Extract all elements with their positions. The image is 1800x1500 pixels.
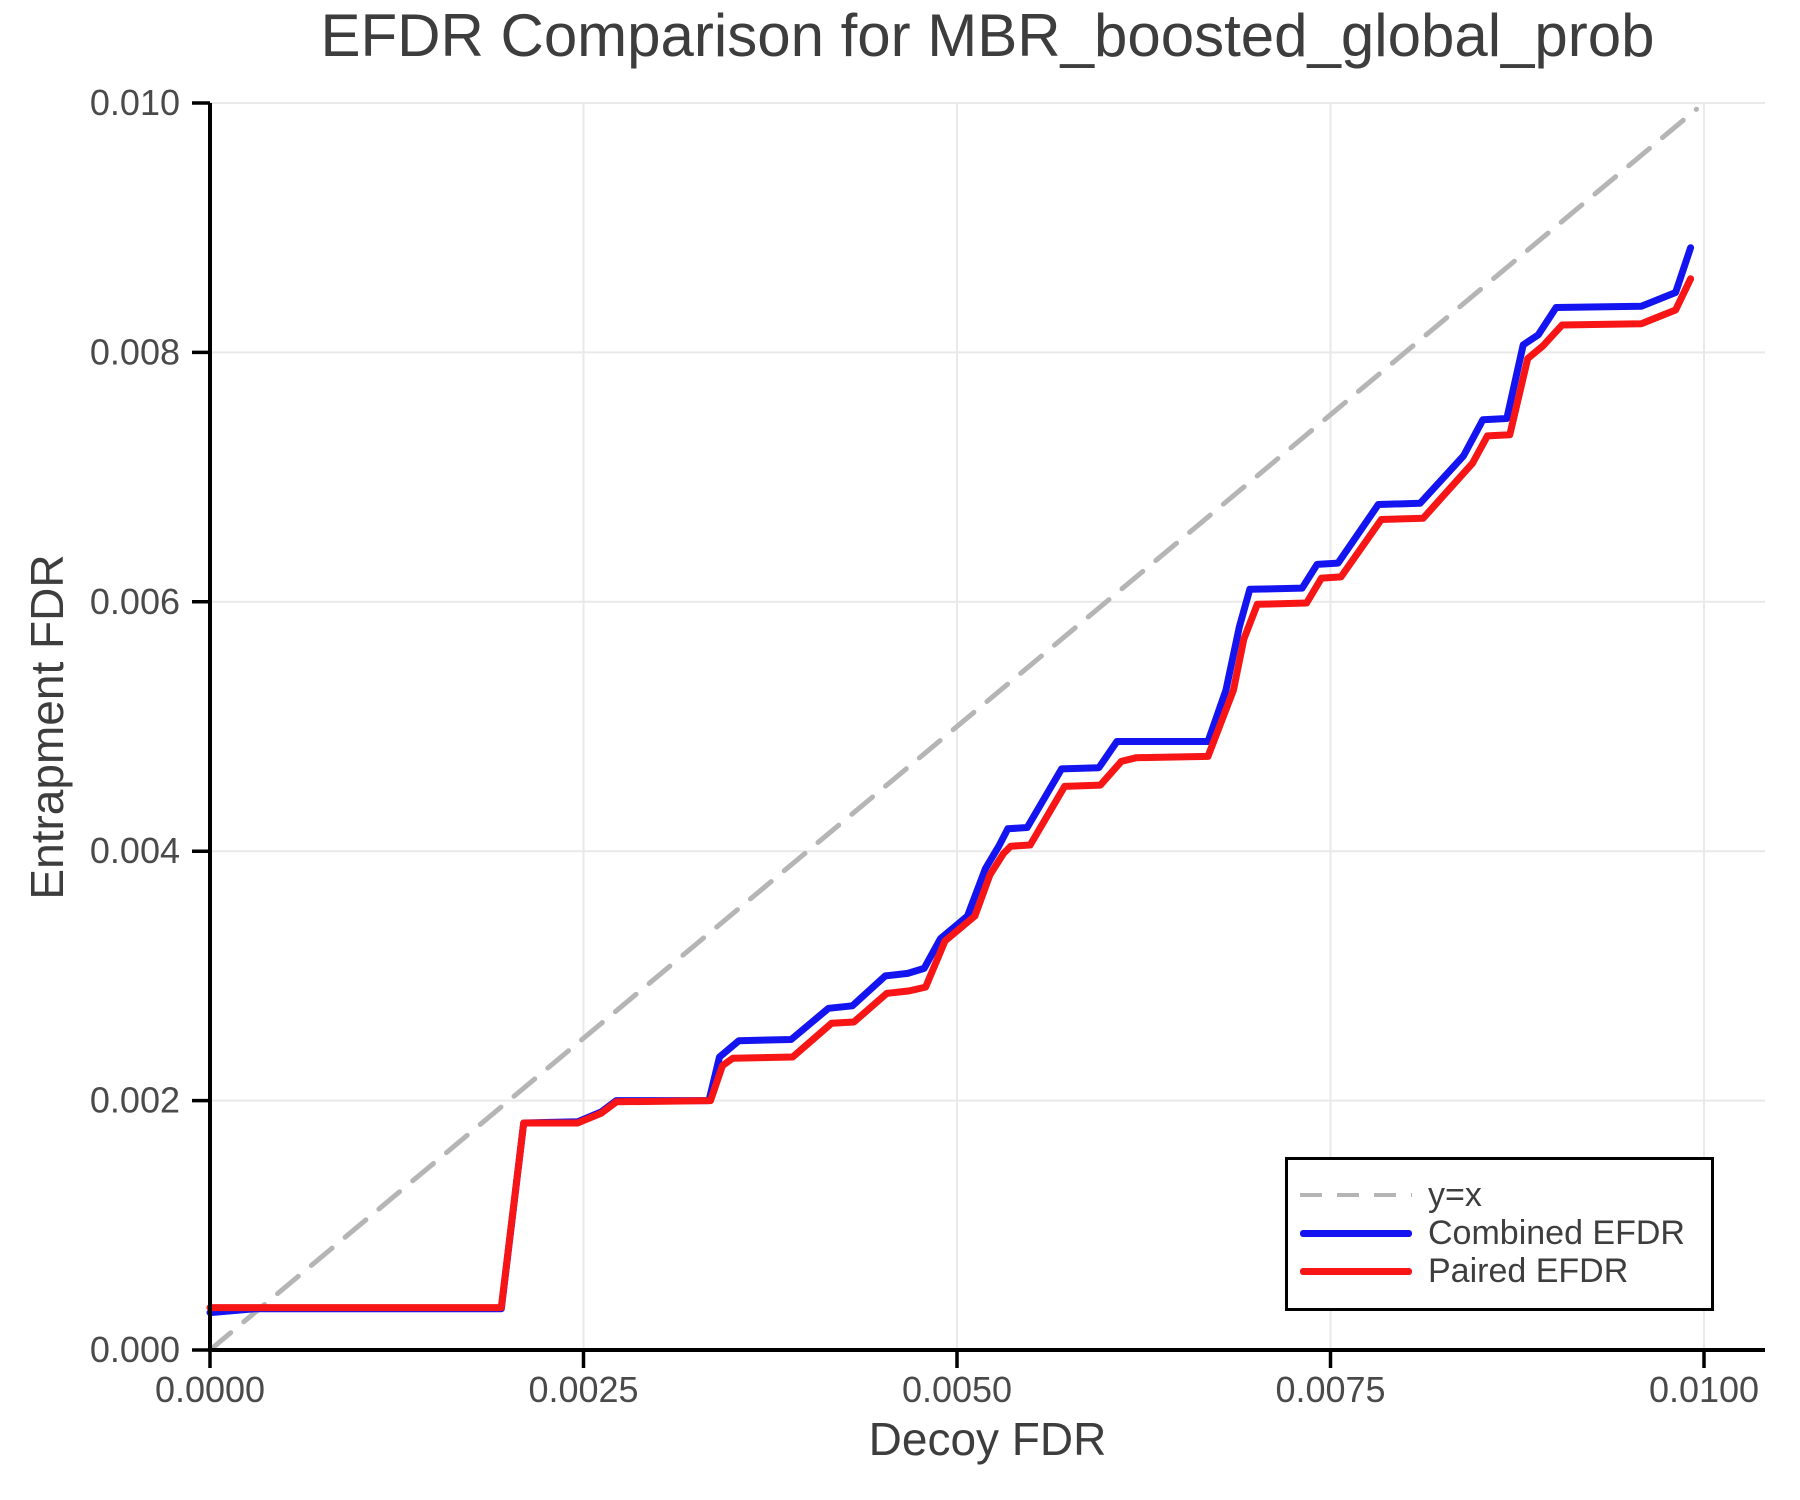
x-tick-label: 0.0000 bbox=[155, 1369, 265, 1410]
x-tick-label: 0.0025 bbox=[528, 1369, 638, 1410]
y-tick-label: 0.004 bbox=[90, 830, 180, 871]
chart-title: EFDR Comparison for MBR_boosted_global_p… bbox=[320, 2, 1655, 69]
y-tick-label: 0.006 bbox=[90, 581, 180, 622]
x-tick-label: 0.0075 bbox=[1275, 1369, 1385, 1410]
y-tick-label: 0.002 bbox=[90, 1080, 180, 1121]
legend-label: Combined EFDR bbox=[1428, 1213, 1685, 1252]
x-tick-label: 0.0050 bbox=[902, 1369, 1012, 1410]
identity-line-sample bbox=[1300, 1193, 1412, 1197]
combined-efdr-line bbox=[206, 244, 1695, 1317]
paired-efdr-line-sample bbox=[1300, 1267, 1412, 1275]
legend-item-paired: Paired EFDR bbox=[1300, 1252, 1711, 1290]
legend: y=x Combined EFDR Paired EFDR bbox=[1285, 1157, 1714, 1311]
y-tick-label: 0.000 bbox=[90, 1329, 180, 1370]
y-axis-label: Entrapment FDR bbox=[21, 554, 73, 900]
legend-item-identity: y=x bbox=[1300, 1176, 1711, 1214]
legend-label: y=x bbox=[1428, 1175, 1482, 1214]
legend-item-combined: Combined EFDR bbox=[1300, 1214, 1711, 1252]
legend-label: Paired EFDR bbox=[1428, 1251, 1629, 1290]
x-axis-label: Decoy FDR bbox=[868, 1413, 1107, 1465]
paired-efdr-line bbox=[206, 275, 1695, 1312]
combined-efdr-line-sample bbox=[1300, 1229, 1412, 1237]
y-tick-label: 0.010 bbox=[90, 82, 180, 123]
y-x-line bbox=[207, 106, 1699, 1353]
x-tick-label: 0.0100 bbox=[1649, 1369, 1759, 1410]
y-tick-label: 0.008 bbox=[90, 331, 180, 372]
